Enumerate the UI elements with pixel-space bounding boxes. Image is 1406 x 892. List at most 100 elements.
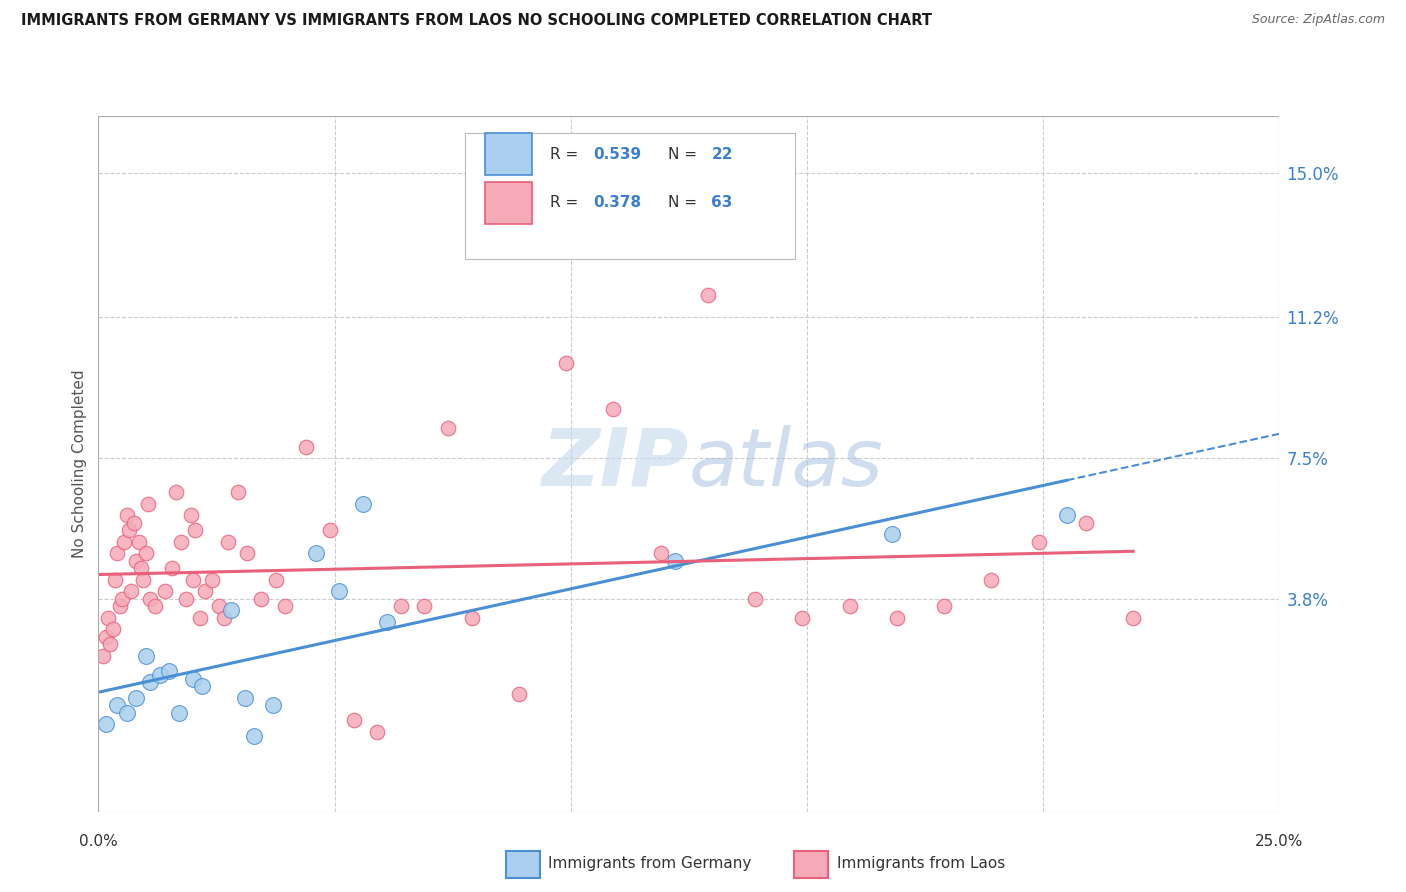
Point xyxy=(305,546,328,560)
Point xyxy=(170,534,193,549)
Point xyxy=(219,603,242,617)
Point xyxy=(744,591,766,606)
Text: atlas: atlas xyxy=(689,425,884,503)
Point xyxy=(194,584,217,599)
Text: 22: 22 xyxy=(711,146,733,161)
Text: ZIP: ZIP xyxy=(541,425,689,503)
Text: R =: R = xyxy=(550,146,582,161)
Point xyxy=(118,524,141,538)
Point xyxy=(105,546,128,560)
Point xyxy=(160,561,183,575)
Point xyxy=(112,534,135,549)
Point xyxy=(115,508,138,523)
Point xyxy=(838,599,860,614)
Point xyxy=(153,584,176,599)
Point xyxy=(932,599,955,614)
Point xyxy=(135,648,157,663)
Point xyxy=(236,546,259,560)
Point xyxy=(181,672,204,686)
Point xyxy=(328,584,350,599)
Point xyxy=(243,729,266,743)
FancyBboxPatch shape xyxy=(485,182,531,224)
Point xyxy=(555,356,578,370)
Point xyxy=(1056,508,1078,523)
FancyBboxPatch shape xyxy=(464,134,796,259)
Point xyxy=(104,573,127,587)
Text: 63: 63 xyxy=(711,195,733,211)
Point xyxy=(135,546,157,560)
Point xyxy=(262,698,284,713)
Text: 0.378: 0.378 xyxy=(593,195,641,211)
Point xyxy=(226,485,249,500)
Point xyxy=(352,497,374,511)
Point xyxy=(233,690,256,705)
Text: N =: N = xyxy=(668,146,702,161)
Point xyxy=(389,599,412,614)
Point xyxy=(664,554,686,568)
Point xyxy=(111,591,134,606)
Point xyxy=(143,599,166,614)
Point xyxy=(366,724,388,739)
Point xyxy=(792,611,814,625)
Point xyxy=(94,717,117,731)
Point xyxy=(602,401,624,416)
Point xyxy=(128,534,150,549)
FancyBboxPatch shape xyxy=(485,134,531,175)
Point xyxy=(115,706,138,720)
Text: R =: R = xyxy=(550,195,582,211)
Point xyxy=(413,599,436,614)
Point xyxy=(375,615,398,629)
Point xyxy=(319,524,342,538)
Point xyxy=(122,516,145,530)
Point xyxy=(125,554,148,568)
Point xyxy=(274,599,297,614)
Point xyxy=(191,679,214,693)
Text: Immigrants from Germany: Immigrants from Germany xyxy=(548,856,752,871)
Point xyxy=(460,611,482,625)
Text: 0.0%: 0.0% xyxy=(79,834,118,849)
Text: 25.0%: 25.0% xyxy=(1256,834,1303,849)
Point xyxy=(250,591,273,606)
Point xyxy=(139,591,162,606)
Point xyxy=(97,611,120,625)
Point xyxy=(165,485,187,500)
Point xyxy=(121,584,143,599)
Text: IMMIGRANTS FROM GERMANY VS IMMIGRANTS FROM LAOS NO SCHOOLING COMPLETED CORRELATI: IMMIGRANTS FROM GERMANY VS IMMIGRANTS FR… xyxy=(21,13,932,29)
Point xyxy=(149,668,172,682)
Text: Source: ZipAtlas.com: Source: ZipAtlas.com xyxy=(1251,13,1385,27)
Point xyxy=(212,611,235,625)
Point xyxy=(880,527,903,541)
Point xyxy=(201,573,224,587)
Point xyxy=(295,440,318,454)
Point xyxy=(184,524,207,538)
Point xyxy=(91,648,114,663)
Point xyxy=(1074,516,1097,530)
Point xyxy=(980,573,1002,587)
Point xyxy=(217,534,239,549)
Text: N =: N = xyxy=(668,195,702,211)
Point xyxy=(105,698,128,713)
Point xyxy=(188,611,211,625)
Point xyxy=(174,591,197,606)
Point xyxy=(98,637,121,651)
Point xyxy=(508,687,530,701)
Point xyxy=(650,546,672,560)
Y-axis label: No Schooling Completed: No Schooling Completed xyxy=(72,369,87,558)
Point xyxy=(181,573,204,587)
Point xyxy=(264,573,287,587)
Point xyxy=(101,622,124,636)
Point xyxy=(696,287,718,301)
Point xyxy=(1028,534,1050,549)
Point xyxy=(208,599,231,614)
Point xyxy=(437,421,460,435)
Point xyxy=(157,664,180,678)
Point xyxy=(1122,611,1144,625)
Point xyxy=(180,508,202,523)
Point xyxy=(136,497,159,511)
Point xyxy=(886,611,908,625)
Point xyxy=(125,690,148,705)
Point xyxy=(167,706,190,720)
Point xyxy=(132,573,155,587)
Point xyxy=(108,599,131,614)
Point xyxy=(139,675,162,690)
